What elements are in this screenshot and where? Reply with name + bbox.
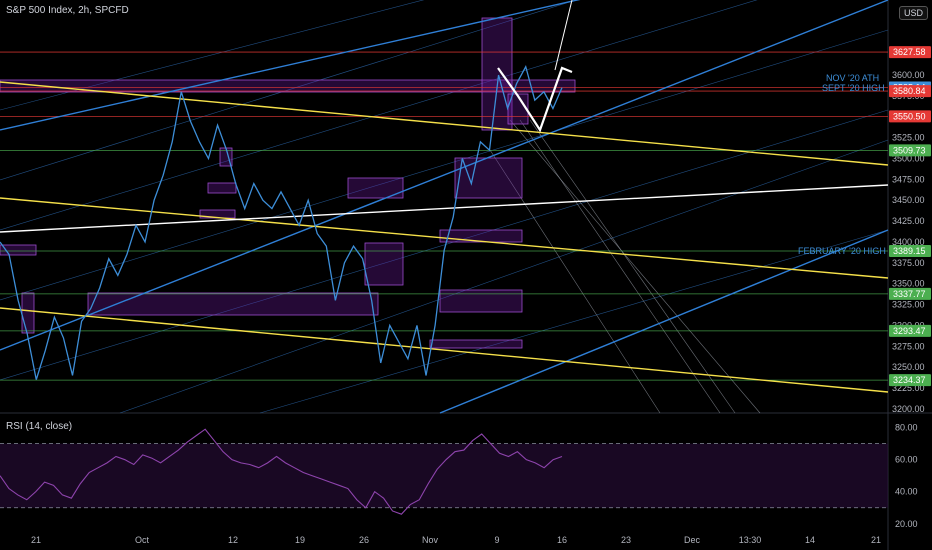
price-tick: 3525.00 [892, 133, 925, 143]
fan-line [0, 109, 889, 381]
time-tick: 23 [621, 535, 631, 545]
fan-line [0, 0, 425, 111]
time-axis-ticks: 21 Oct 12 19 26 Nov 9 16 23 Dec 13:30 14 21 [31, 535, 881, 545]
fan-line [509, 119, 761, 414]
channel-line [0, 81, 889, 166]
zone-rect [0, 79, 576, 93]
zone-rect [207, 182, 237, 194]
chart-header: S&P 500 Index, 2h, SPCFD [6, 5, 129, 16]
horizontal-levels [0, 51, 888, 381]
price-tag-bg [889, 110, 931, 123]
price-tag-label: 3337.77 [893, 289, 926, 299]
price-tick: 3425.00 [892, 216, 925, 226]
rsi-line [0, 428, 563, 515]
supply-demand-zones [0, 17, 576, 349]
price-tick: 3250.00 [892, 362, 925, 372]
annotation-feb-high: FEBRUARY '20 HIGH [798, 246, 886, 256]
channel-line [0, 184, 889, 233]
rsi-band [0, 443, 888, 508]
price-tick: 3375.00 [892, 258, 925, 268]
price-tag-label: 3234.37 [893, 375, 926, 385]
zone-rect [347, 177, 404, 199]
time-tick: Oct [135, 535, 150, 545]
price-tick: 3400.00 [892, 237, 925, 247]
price-tag-bg [889, 324, 931, 337]
zone-rect [439, 289, 523, 313]
price-tag-bg [889, 287, 931, 300]
price-line [0, 65, 563, 380]
price-tag-label: 3627.58 [893, 47, 926, 57]
time-tick: 19 [295, 535, 305, 545]
time-tick: 12 [228, 535, 238, 545]
projection-arrow [554, 0, 573, 71]
time-tick: 21 [31, 535, 41, 545]
time-tick: 14 [805, 535, 815, 545]
fan-line [0, 29, 889, 301]
zone-rect [0, 244, 37, 256]
price-tag-bg [889, 374, 931, 387]
rsi-tick: 20.00 [895, 519, 918, 529]
price-tick: 3325.00 [892, 300, 925, 310]
projection-zigzag [497, 66, 573, 133]
price-tick: 3500.00 [892, 154, 925, 164]
zone-rect [429, 339, 523, 349]
zone-rect [21, 292, 35, 334]
fan-line [119, 139, 889, 414]
price-tag-bg [889, 144, 931, 157]
rsi-tick: 80.00 [895, 423, 918, 433]
price-tick: 3475.00 [892, 174, 925, 184]
projection-path [497, 0, 573, 133]
time-tick: 9 [494, 535, 499, 545]
price-tick: 3350.00 [892, 279, 925, 289]
price-tag-label: 3580.84 [893, 86, 926, 96]
price-tick: 3200.00 [892, 404, 925, 414]
currency-button[interactable]: USD [899, 6, 929, 20]
price-tag-label: 3509.73 [893, 145, 926, 155]
rsi-pane [0, 428, 888, 515]
time-tick: 21 [871, 535, 881, 545]
price-tag-bg [889, 245, 931, 258]
fan-line [519, 119, 721, 414]
price-tag-bg [889, 46, 931, 59]
rsi-tick: 60.00 [895, 455, 918, 465]
time-tick: Dec [684, 535, 701, 545]
price-tick: 3450.00 [892, 195, 925, 205]
price-series [0, 65, 563, 380]
price-tick: 3600.00 [892, 70, 925, 80]
time-tick: Nov [422, 535, 439, 545]
zone-rect [481, 17, 513, 131]
time-tick: 26 [359, 535, 369, 545]
rsi-title: RSI (14, close) [6, 421, 73, 432]
fan-line [529, 119, 736, 414]
price-tick: 3275.00 [892, 341, 925, 351]
price-tag-label: 3389.15 [893, 246, 926, 256]
fan-line [259, 229, 889, 414]
price-tags: 3627.583585.163585.143580.843550.503509.… [889, 46, 931, 387]
zone-rect [454, 157, 523, 199]
fan-lines [0, 0, 889, 414]
channel-line [0, 307, 889, 393]
channel-line [0, 0, 581, 131]
rsi-axis-ticks: 80.00 60.00 40.00 20.00 [895, 423, 918, 529]
price-tag-bg [889, 85, 931, 98]
trend-channels [0, 0, 889, 414]
channel-line [0, 197, 889, 279]
channel-line [439, 229, 889, 414]
annotation-nov-ath: NOV '20 ATH [826, 73, 879, 83]
price-tag-label: 3293.47 [893, 326, 926, 336]
price-tag-label: 3550.50 [893, 111, 926, 121]
zone-rect [439, 229, 523, 243]
channel-line [0, 0, 889, 351]
zone-rect [87, 292, 379, 316]
zone-rect [364, 242, 404, 286]
rsi-tick: 40.00 [895, 487, 918, 497]
time-tick: 13:30 [739, 535, 762, 545]
price-tick: 3225.00 [892, 383, 925, 393]
fan-line [489, 149, 661, 414]
fan-line [0, 0, 758, 231]
annotation-sept-high: SEPT '20 HIGH [822, 83, 885, 93]
time-tick: 16 [557, 535, 567, 545]
